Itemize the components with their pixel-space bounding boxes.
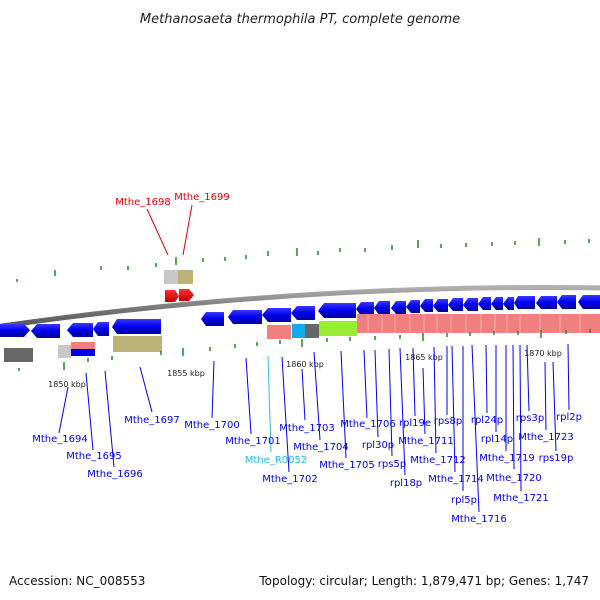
gene-label-mthe-1714[interactable]: Mthe_1714 xyxy=(428,474,484,485)
accession-text: Accession: NC_008553 xyxy=(9,574,146,588)
gene-label-mthe-1712[interactable]: Mthe_1712 xyxy=(410,455,466,466)
scale-label: 1865 kbp xyxy=(405,353,443,362)
gene-label-mthe-1696[interactable]: Mthe_1696 xyxy=(87,469,143,480)
feature-block xyxy=(357,314,600,333)
gene-label-mthe-1697[interactable]: Mthe_1697 xyxy=(124,415,180,426)
gene-label-rpl18p[interactable]: rpl18p xyxy=(390,478,422,489)
feature-block xyxy=(267,325,291,339)
gene-arrow[interactable] xyxy=(31,324,60,338)
gene-label-rps8p[interactable]: rps8p xyxy=(434,416,462,427)
gene-arrow[interactable] xyxy=(228,310,262,324)
gene-arrow[interactable] xyxy=(201,312,224,326)
gene-arrow[interactable] xyxy=(291,306,315,320)
feature-block xyxy=(292,324,305,338)
feature-block xyxy=(4,348,33,362)
gene-label-rps19p[interactable]: rps19p xyxy=(539,453,574,464)
feature-block xyxy=(305,324,319,338)
gene-label-mthe-r0052[interactable]: Mthe_R0052 xyxy=(245,455,307,466)
map-title: Methanosaeta thermophila PT, complete ge… xyxy=(140,12,460,27)
gene-label-mthe-1704[interactable]: Mthe_1704 xyxy=(293,442,349,453)
feature-block xyxy=(71,342,95,349)
gene-arrow[interactable] xyxy=(318,303,356,318)
gene-label-mthe-1721[interactable]: Mthe_1721 xyxy=(493,493,549,504)
gene-arrow[interactable] xyxy=(463,298,478,311)
scale-label: 1855 kbp xyxy=(167,369,205,378)
lower-feature-blocks xyxy=(4,314,600,362)
feature-block xyxy=(71,349,95,356)
gene-arrow[interactable] xyxy=(356,302,374,316)
gene-arrow[interactable] xyxy=(503,297,514,310)
gene-arrow[interactable] xyxy=(448,298,463,311)
gene-arrow[interactable] xyxy=(478,297,491,310)
upper-feature-blocks xyxy=(164,270,194,302)
gene-labels: Mthe_1698 Mthe_1699 Mthe_1694 Mthe_1695 Mthe… xyxy=(32,192,582,525)
gene-arrow[interactable] xyxy=(67,323,93,337)
gene-label-mthe-1711[interactable]: Mthe_1711 xyxy=(398,436,454,447)
scale-labels: 1850 kbp 1855 kbp 1860 kbp 1865 kbp 1870… xyxy=(48,349,562,389)
gene-arrow[interactable] xyxy=(578,295,600,309)
scale-label: 1850 kbp xyxy=(48,380,86,389)
topology-text: Topology: circular; Length: 1,879,471 bp… xyxy=(259,574,589,588)
gene-label-mthe-1719[interactable]: Mthe_1719 xyxy=(479,453,535,464)
gene-arrow[interactable] xyxy=(262,308,291,322)
scale-label: 1870 kbp xyxy=(524,349,562,358)
gene-arrow-mthe-1698[interactable] xyxy=(165,290,179,302)
gene-label-mthe-1703[interactable]: Mthe_1703 xyxy=(279,423,335,434)
gene-label-mthe-1695[interactable]: Mthe_1695 xyxy=(66,451,122,462)
gene-label-mthe-1694[interactable]: Mthe_1694 xyxy=(32,434,88,445)
outer-tick-marks xyxy=(16,238,590,282)
chromosome-backbone xyxy=(0,285,600,329)
gene-arrow[interactable] xyxy=(374,301,390,315)
feature-block xyxy=(164,270,178,284)
gene-label-mthe-1723[interactable]: Mthe_1723 xyxy=(518,432,574,443)
gene-arrow[interactable] xyxy=(0,324,30,337)
lower-tick-marks xyxy=(18,329,591,371)
gene-arrow[interactable] xyxy=(406,300,420,313)
gene-arrow[interactable] xyxy=(420,299,433,312)
gene-label-mthe-1699[interactable]: Mthe_1699 xyxy=(174,192,230,203)
gene-label-rpl5p[interactable]: rpl5p xyxy=(451,495,477,506)
scale-label: 1860 kbp xyxy=(286,360,324,369)
gene-arrow[interactable] xyxy=(433,299,448,312)
gene-arrow[interactable] xyxy=(491,297,503,310)
gene-arrows xyxy=(0,295,600,338)
gene-label-mthe-1720[interactable]: Mthe_1720 xyxy=(486,473,542,484)
gene-arrow[interactable] xyxy=(514,296,535,309)
gene-label-mthe-1698[interactable]: Mthe_1698 xyxy=(115,197,171,208)
feature-block xyxy=(58,345,71,358)
gene-label-rpl14p[interactable]: rpl14p xyxy=(481,434,513,445)
gene-label-mthe-1706[interactable]: Mthe_1706 xyxy=(340,419,396,430)
gene-arrow[interactable] xyxy=(112,319,161,334)
gene-label-mthe-1701[interactable]: Mthe_1701 xyxy=(225,436,281,447)
gene-label-rpl30p[interactable]: rpl30p xyxy=(362,440,394,451)
gene-arrow[interactable] xyxy=(391,301,406,314)
gene-label-mthe-1716[interactable]: Mthe_1716 xyxy=(451,514,507,525)
gene-arrow[interactable] xyxy=(557,295,576,309)
gene-label-rps5p[interactable]: rps5p xyxy=(378,459,406,470)
gene-label-rps3p[interactable]: rps3p xyxy=(516,413,544,424)
label-leader-lines xyxy=(58,204,570,513)
feature-block xyxy=(319,321,357,336)
gene-label-mthe-1702[interactable]: Mthe_1702 xyxy=(262,474,318,485)
gene-arrow[interactable] xyxy=(536,296,557,309)
gene-label-rpl2p[interactable]: rpl2p xyxy=(556,412,582,423)
gene-arrow[interactable] xyxy=(93,322,109,336)
feature-block xyxy=(178,270,193,284)
gene-label-mthe-1700[interactable]: Mthe_1700 xyxy=(184,420,240,431)
gene-arrow-mthe-1699[interactable] xyxy=(179,289,194,301)
feature-block xyxy=(113,336,162,352)
gene-label-rpl24p[interactable]: rpl24p xyxy=(471,415,503,426)
gene-label-mthe-1705[interactable]: Mthe_1705 xyxy=(319,460,375,471)
gene-label-rpl19e[interactable]: rpl19e xyxy=(399,418,431,429)
